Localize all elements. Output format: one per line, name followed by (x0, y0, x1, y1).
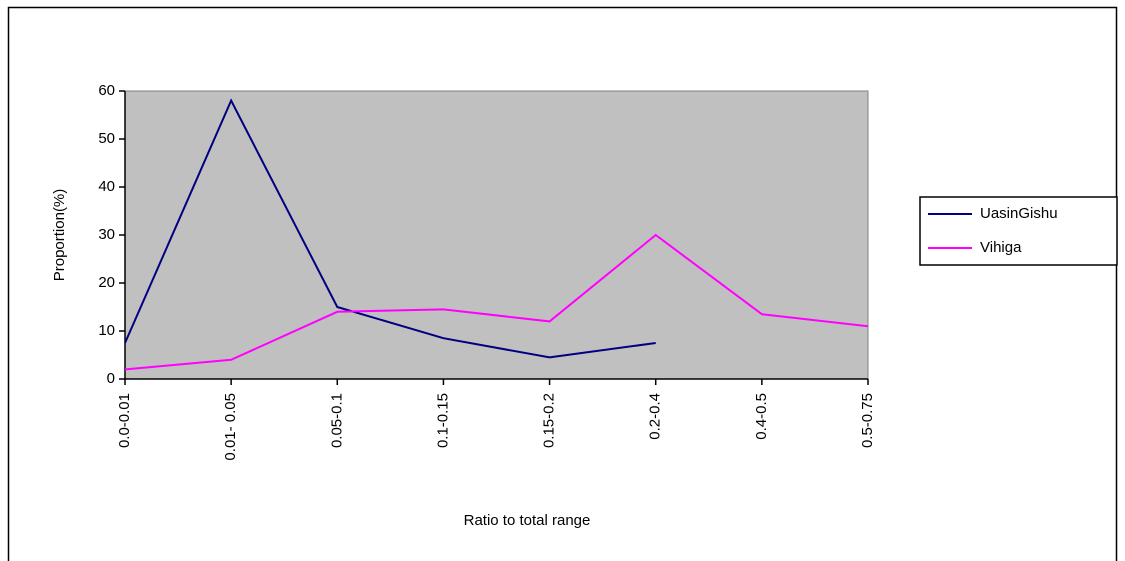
x-tick-label: 0.05-0.1 (328, 393, 345, 448)
x-axis-title: Ratio to total range (464, 512, 591, 529)
y-tick-label: 50 (98, 130, 115, 147)
y-tick-label: 20 (98, 274, 115, 291)
series-line (124, 233, 869, 371)
y-tick-label: 60 (98, 82, 115, 99)
y-tick-label: 40 (98, 178, 115, 195)
legend-label: Vihiga (980, 239, 1022, 256)
x-tick-label: 0.1-0.15 (434, 393, 451, 448)
legend-label: UasinGishu (980, 205, 1058, 222)
series-line (124, 98, 656, 359)
y-axis-title: Proportion(%) (51, 189, 68, 282)
y-tick-label: 0 (107, 370, 115, 387)
x-tick-label: 0.01- 0.05 (222, 393, 239, 461)
plot-area (124, 90, 869, 380)
legend-box (919, 196, 1118, 266)
x-tick-label: 0.2-0.4 (647, 393, 664, 440)
y-tick-label: 10 (98, 322, 115, 339)
x-tick-label: 0.15-0.2 (541, 393, 558, 448)
x-tick-label: 0.4-0.5 (753, 393, 770, 440)
y-tick-label: 30 (98, 226, 115, 243)
x-tick-label: 0.0-0.01 (116, 393, 133, 448)
x-tick-label: 0.5-0.75 (859, 393, 876, 448)
